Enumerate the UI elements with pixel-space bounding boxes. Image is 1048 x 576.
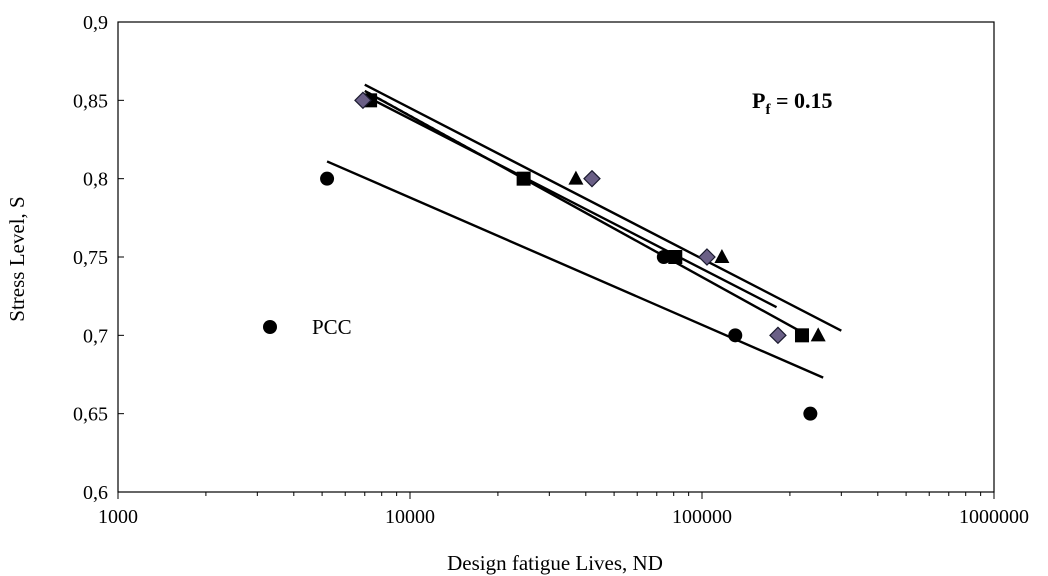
annotation-base: P (752, 88, 765, 113)
data-point-square (516, 171, 531, 186)
legend-marker-pcc (263, 320, 277, 334)
legend-label-pcc: PCC (312, 315, 352, 339)
data-point-circle (656, 250, 671, 264)
probability-annotation: Pf = 0.15 (752, 88, 833, 118)
y-tick-labels: 0,6 0,65 0,7 0,75 0,8 0,85 0,9 (73, 12, 108, 504)
y-tick-label: 0,8 (83, 169, 108, 191)
data-point-circle (803, 406, 818, 421)
data-point-circle (728, 328, 743, 343)
data-point-square (794, 328, 809, 343)
data-point-circle (320, 171, 335, 186)
data-point-triangle (568, 170, 584, 185)
data-point-triangle (810, 327, 826, 342)
y-tick-label: 0,7 (83, 325, 108, 347)
x-tick-labels: 1000 10000 100000 1000000 (98, 506, 1029, 528)
annotation-subscript: f (765, 102, 771, 118)
data-markers (320, 91, 826, 421)
y-axis-title: Stress Level, S (5, 196, 29, 321)
y-tick-label: 0,75 (73, 247, 108, 269)
trendline-triangle (364, 83, 842, 332)
x-tick-label: 10000 (385, 506, 435, 528)
data-point-diamond (583, 169, 601, 188)
x-tick-label: 1000 (98, 506, 138, 528)
trendline-circle (326, 160, 824, 379)
x-tick-label: 100000 (672, 506, 732, 528)
y-tick-label: 0,65 (73, 404, 108, 426)
plot-frame (117, 21, 995, 493)
data-point-diamond (769, 326, 787, 345)
data-point-diamond (354, 91, 372, 110)
x-tick-label: 1000000 (959, 506, 1029, 528)
data-point-triangle (714, 249, 730, 263)
y-tick-label: 0,85 (73, 90, 108, 112)
x-axis-title: Design fatigue Lives, ND (447, 551, 663, 575)
legend: PCC (263, 315, 352, 339)
axes (117, 21, 995, 499)
trendline-extra (364, 89, 809, 337)
y-tick-label: 0,9 (83, 12, 108, 34)
trendline-square (364, 94, 778, 309)
trendlines (326, 83, 842, 379)
data-point-square (668, 250, 683, 264)
annotation-rest: = 0.15 (770, 88, 832, 113)
data-point-diamond (698, 248, 716, 266)
y-tick-label: 0,6 (83, 482, 108, 504)
